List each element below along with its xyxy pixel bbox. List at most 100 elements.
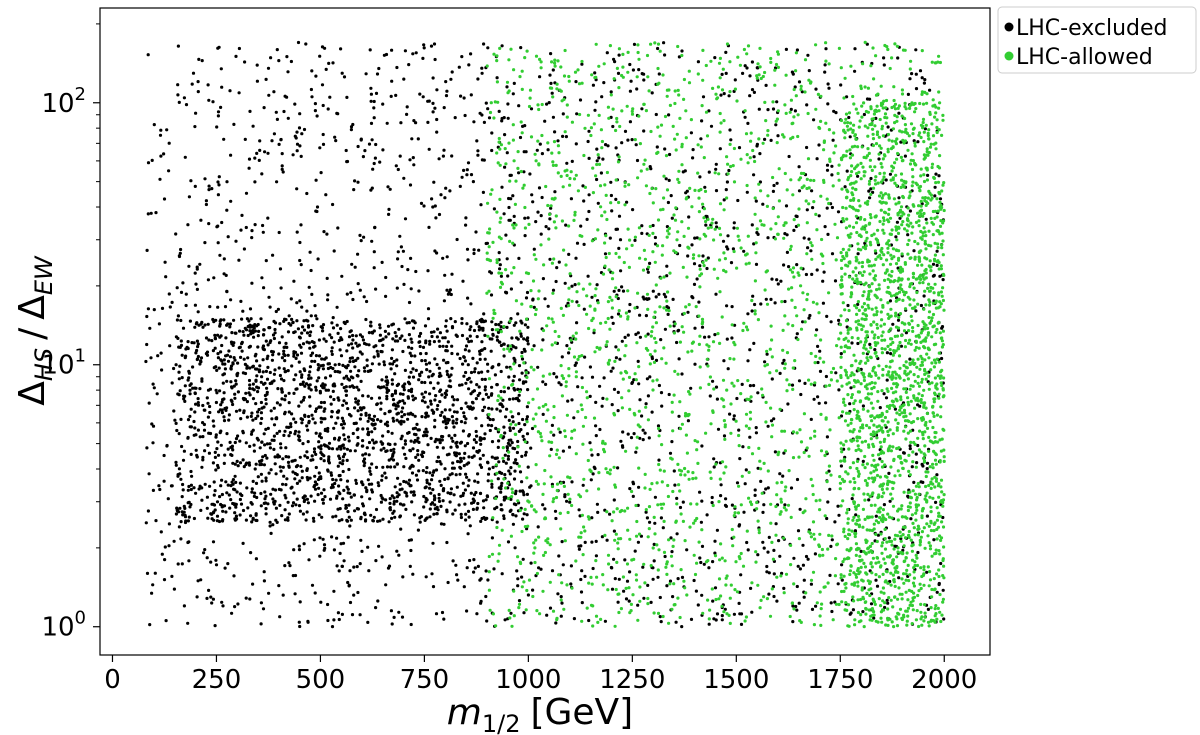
scatter-point [291, 153, 295, 157]
scatter-point [201, 458, 205, 462]
scatter-point [469, 325, 473, 329]
scatter-point [884, 192, 888, 196]
scatter-point [424, 470, 428, 474]
scatter-point [926, 607, 931, 612]
scatter-point [506, 454, 510, 458]
scatter-point [766, 486, 770, 490]
scatter-point [882, 56, 886, 60]
scatter-point [708, 394, 712, 398]
scatter-point [330, 625, 335, 629]
scatter-point [168, 305, 172, 309]
scatter-point [497, 460, 501, 464]
scatter-point [826, 232, 830, 236]
scatter-point [498, 267, 502, 271]
scatter-point [519, 46, 523, 50]
scatter-point [424, 496, 428, 501]
scatter-point [775, 100, 779, 104]
scatter-point [403, 317, 407, 321]
scatter-point [237, 91, 241, 95]
scatter-point [876, 496, 880, 500]
scatter-point [653, 521, 657, 525]
scatter-point [684, 433, 689, 437]
scatter-point [651, 577, 655, 581]
scatter-point [638, 313, 642, 317]
scatter-point [412, 490, 416, 494]
scatter-point [570, 480, 574, 484]
scatter-point [353, 365, 357, 369]
scatter-point [222, 397, 226, 401]
scatter-point [616, 348, 621, 352]
scatter-point [460, 383, 464, 387]
scatter-point [384, 375, 389, 379]
scatter-point [237, 346, 241, 350]
scatter-point [476, 393, 480, 398]
scatter-point [503, 618, 507, 622]
scatter-point [490, 328, 494, 332]
scatter-point [465, 322, 469, 326]
scatter-point [364, 413, 368, 417]
scatter-point [782, 236, 786, 240]
scatter-point [825, 206, 829, 210]
scatter-point [529, 107, 534, 111]
scatter-point [330, 535, 334, 539]
scatter-point [726, 234, 730, 238]
scatter-point [785, 250, 790, 254]
scatter-point [864, 239, 868, 243]
scatter-point [183, 155, 187, 159]
scatter-point [205, 506, 209, 510]
scatter-point [462, 414, 466, 419]
scatter-point [627, 599, 631, 603]
scatter-point [604, 467, 608, 471]
scatter-point [214, 318, 218, 322]
scatter-point [608, 512, 612, 516]
scatter-point [416, 528, 420, 532]
scatter-point [771, 107, 776, 111]
scatter-point [301, 442, 305, 446]
scatter-point [391, 362, 395, 366]
scatter-point [314, 452, 318, 456]
scatter-point [292, 417, 296, 421]
scatter-point [775, 599, 779, 603]
scatter-point [915, 461, 919, 465]
scatter-point [328, 333, 332, 337]
scatter-point [337, 519, 341, 523]
scatter-point [465, 247, 470, 251]
scatter-point [825, 163, 830, 167]
scatter-point [624, 597, 629, 601]
scatter-point [261, 358, 265, 362]
scatter-point [206, 83, 210, 87]
scatter-point [699, 560, 703, 565]
scatter-point [454, 563, 458, 567]
scatter-point [756, 553, 760, 557]
scatter-point [455, 444, 459, 448]
scatter-point [918, 582, 922, 586]
scatter-point [409, 548, 413, 553]
scatter-point [726, 367, 730, 371]
scatter-point [251, 329, 255, 333]
scatter-point [917, 219, 921, 223]
scatter-point [711, 560, 715, 564]
scatter-point [189, 179, 193, 183]
scatter-point [503, 165, 507, 169]
scatter-point [523, 423, 527, 427]
scatter-point [793, 85, 797, 89]
scatter-point [287, 425, 291, 429]
scatter-point [804, 272, 809, 277]
scatter-point [263, 501, 268, 505]
scatter-point [670, 550, 674, 554]
scatter-point [937, 90, 941, 94]
scatter-point [884, 98, 889, 103]
scatter-point [213, 337, 217, 341]
scatter-point [940, 520, 944, 524]
scatter-point [654, 295, 658, 299]
scatter-point [264, 476, 268, 480]
scatter-point [739, 573, 743, 577]
scatter-point [921, 480, 925, 484]
scatter-point [347, 467, 351, 472]
scatter-point [285, 345, 289, 349]
scatter-point [888, 172, 893, 176]
scatter-point [426, 405, 430, 409]
scatter-point [420, 370, 424, 374]
scatter-point [367, 440, 372, 445]
scatter-point [916, 443, 920, 448]
